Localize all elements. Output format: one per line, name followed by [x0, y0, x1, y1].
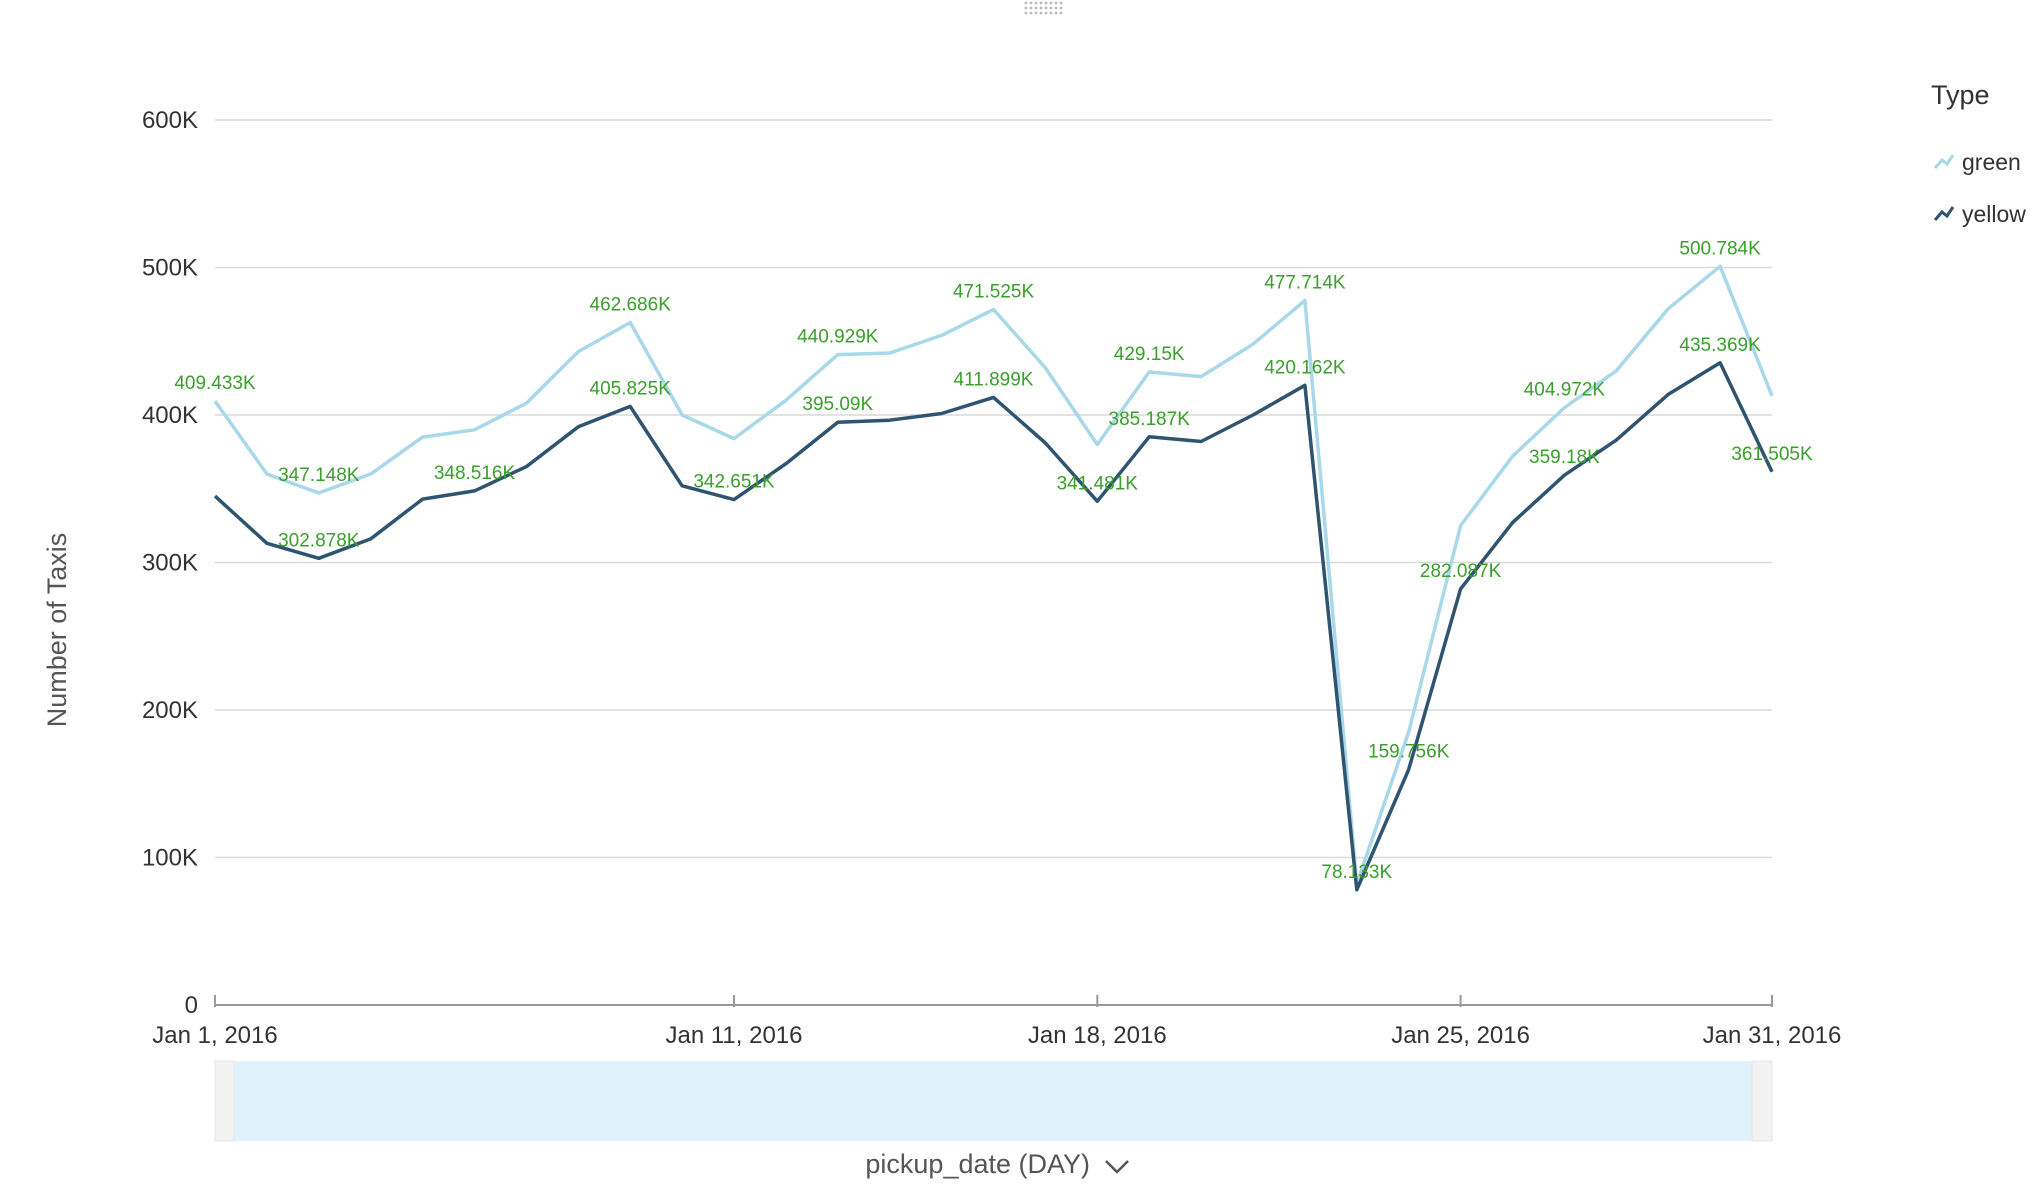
range-slider[interactable]	[214, 1060, 1773, 1142]
legend-item-yellow[interactable]: yellow	[1933, 201, 2026, 227]
y-axis-ticks: 0 100K 200K 300K 400K 500K 600K	[142, 107, 198, 1019]
x-tick-label: Jan 1, 2016	[152, 1022, 277, 1049]
y-tick-label: 300K	[142, 550, 198, 577]
drag-handle-icon[interactable]	[1024, 1, 1063, 15]
data-label: 359.18K	[1529, 447, 1600, 468]
drag-handle-dot	[1049, 6, 1053, 10]
drag-handle-dot	[1029, 6, 1033, 10]
data-label: 429.15K	[1114, 344, 1185, 365]
drag-handle-dot	[1054, 6, 1058, 10]
drag-handle-dot	[1039, 11, 1043, 15]
line-swatch-icon	[1933, 154, 1955, 169]
data-label: 159.756K	[1368, 741, 1450, 762]
data-label: 302.878K	[278, 530, 360, 551]
data-label: 395.09K	[802, 394, 873, 415]
drag-handle-dot	[1044, 11, 1048, 15]
x-tick-label: Jan 25, 2016	[1391, 1022, 1530, 1049]
drag-handle-dot	[1049, 1, 1053, 5]
data-label: 348.516K	[434, 463, 516, 484]
line-swatch-icon	[1933, 206, 1955, 221]
data-label: 435.369K	[1679, 335, 1761, 356]
drag-handle-dot	[1039, 1, 1043, 5]
drag-handle-dot	[1024, 6, 1028, 10]
y-tick-label: 500K	[142, 255, 198, 282]
legend-title: Type	[1931, 80, 1990, 110]
drag-handle-dot	[1034, 11, 1038, 15]
x-tick-label: Jan 11, 2016	[665, 1022, 802, 1049]
data-label: 342.651K	[693, 472, 775, 493]
drag-handle-dot	[1054, 11, 1058, 15]
drag-handle-dot	[1024, 11, 1028, 15]
x-axis-title[interactable]: pickup_date (DAY)	[865, 1149, 1090, 1179]
drag-handle-dot	[1039, 6, 1043, 10]
drag-handle-dot	[1029, 1, 1033, 5]
drag-handle-dot	[1049, 11, 1053, 15]
y-tick-label: 0	[185, 992, 198, 1019]
y-tick-label: 600K	[142, 107, 198, 134]
y-tick-label: 100K	[142, 845, 198, 872]
data-label: 385.187K	[1109, 409, 1191, 430]
x-axis-field-dropdown[interactable]: pickup_date (DAY)	[865, 1149, 1129, 1179]
legend-label: green	[1962, 149, 2021, 175]
series-line-yellow	[213, 361, 1774, 892]
data-label: 411.899K	[954, 369, 1034, 390]
gridlines	[215, 119, 1772, 859]
y-tick-label: 400K	[142, 402, 198, 429]
drag-handle-dot	[1044, 6, 1048, 10]
data-label: 347.148K	[278, 465, 360, 486]
drag-handle-dot	[1059, 1, 1063, 5]
data-label: 500.784K	[1679, 238, 1761, 259]
data-label: 462.686K	[590, 295, 672, 316]
series-lines	[213, 264, 1774, 892]
drag-handle-dot	[1054, 1, 1058, 5]
drag-handle-dot	[1029, 11, 1033, 15]
drag-handle-dot	[1024, 1, 1028, 5]
range-slider-right-handle[interactable]	[1751, 1060, 1773, 1142]
drag-handle-dot	[1034, 1, 1038, 5]
legend-item-green[interactable]: green	[1933, 149, 2021, 175]
data-label: 420.162K	[1264, 357, 1346, 378]
data-label: 361.505K	[1731, 444, 1813, 465]
range-slider-left-handle[interactable]	[214, 1060, 235, 1142]
drag-handle-dot	[1044, 1, 1048, 5]
data-label: 409.433K	[174, 373, 256, 394]
data-label: 477.714K	[1264, 272, 1346, 293]
legend-label: yellow	[1962, 201, 2026, 227]
data-label: 405.825K	[590, 378, 672, 399]
x-axis-ticks: Jan 1, 2016 Jan 11, 2016 Jan 18, 2016 Jan 2…	[152, 995, 1841, 1049]
drag-handle-dot	[1059, 6, 1063, 10]
data-label: 78.133K	[1321, 862, 1392, 883]
drag-handle-dot	[1034, 6, 1038, 10]
range-slider-window[interactable]	[234, 1061, 1752, 1141]
y-tick-label: 200K	[142, 697, 198, 724]
data-label: 341.481K	[1057, 473, 1139, 494]
chevron-down-icon[interactable]	[1105, 1160, 1129, 1174]
x-tick-label: Jan 18, 2016	[1028, 1022, 1167, 1049]
data-label: 471.525K	[953, 282, 1035, 303]
data-label: 282.087K	[1420, 561, 1502, 582]
drag-handle-dot	[1059, 11, 1063, 15]
data-label: 404.972K	[1524, 380, 1606, 401]
legend: Type green yellow	[1931, 80, 2026, 227]
data-label: 440.929K	[797, 327, 879, 348]
x-tick-label: Jan 31, 2016	[1703, 1022, 1842, 1049]
data-labels: 409.433K 347.148K 302.878K 348.516K 462.686K…	[174, 238, 1813, 882]
series-line-green	[213, 264, 1774, 886]
y-axis-title: Number of Taxis	[42, 533, 72, 728]
